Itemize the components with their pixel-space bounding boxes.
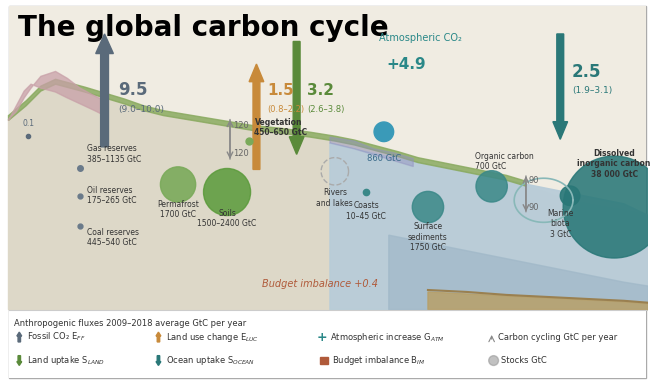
Text: 120: 120 [233,121,249,130]
Circle shape [560,186,580,205]
Text: (1.9–3.1): (1.9–3.1) [572,86,612,95]
Circle shape [160,167,196,202]
Text: Fossil CO₂ E$_{FF}$: Fossil CO₂ E$_{FF}$ [27,331,86,343]
Circle shape [476,170,508,202]
Text: 0.1: 0.1 [22,119,34,128]
Text: The global carbon cycle: The global carbon cycle [18,14,389,41]
Text: 860 GtC: 860 GtC [367,154,401,163]
Text: Ocean uptake S$_{OCEAN}$: Ocean uptake S$_{OCEAN}$ [166,354,255,367]
Text: Anthropogenic fluxes 2009–2018 average GtC per year: Anthropogenic fluxes 2009–2018 average G… [14,319,247,328]
Text: (2.6–3.8): (2.6–3.8) [307,105,345,114]
FancyArrow shape [96,34,113,147]
Bar [9,310,646,378]
Text: Organic carbon
700 GtC: Organic carbon 700 GtC [475,152,534,171]
Text: Oil reserves
175–265 GtC: Oil reserves 175–265 GtC [87,186,136,205]
Text: 2.5: 2.5 [572,63,601,81]
Text: Atmospheric CO₂: Atmospheric CO₂ [379,33,462,43]
Text: Stocks GtC: Stocks GtC [502,356,547,365]
Text: Vegetation
450–650 GtC: Vegetation 450–650 GtC [255,118,308,137]
Circle shape [412,191,443,223]
Polygon shape [9,71,105,121]
Text: +4.9: +4.9 [387,57,426,72]
FancyArrow shape [156,356,161,366]
Text: Rivers
and lakes: Rivers and lakes [316,188,353,208]
Text: Budget imbalance B$_{IM}$: Budget imbalance B$_{IM}$ [332,354,425,367]
FancyArrow shape [156,332,161,342]
Text: Coal reserves
445–540 GtC: Coal reserves 445–540 GtC [87,228,139,247]
Text: Soils
1500–2400 GtC: Soils 1500–2400 GtC [197,209,257,228]
Text: 120: 120 [233,149,249,158]
FancyArrow shape [17,356,22,366]
Text: Permafrost
1700 GtC: Permafrost 1700 GtC [157,200,199,219]
Text: Coasts
10–45 GtC: Coasts 10–45 GtC [346,202,386,221]
Text: 90: 90 [529,203,539,212]
Text: Marine
biota
3 GtC: Marine biota 3 GtC [547,209,573,239]
Polygon shape [389,235,648,310]
Bar [320,357,328,364]
Text: Dissolved
inorganic carbon
38 000 GtC: Dissolved inorganic carbon 38 000 GtC [578,149,651,179]
Polygon shape [9,79,526,186]
Bar [9,6,646,310]
Text: 90: 90 [529,176,539,185]
Text: Land use change E$_{LUC}$: Land use change E$_{LUC}$ [166,331,259,344]
Text: (9.0–10.0): (9.0–10.0) [119,105,164,114]
Text: Budget imbalance +0.4: Budget imbalance +0.4 [262,279,378,289]
FancyArrow shape [553,34,568,139]
FancyArrow shape [17,332,22,342]
Circle shape [204,169,251,215]
Text: +: + [317,331,328,344]
Text: 3.2: 3.2 [307,83,335,98]
Text: Surface
sediments
1750 GtC: Surface sediments 1750 GtC [408,222,448,252]
Text: 1.5: 1.5 [267,83,294,98]
Text: 9.5: 9.5 [119,81,148,99]
FancyArrow shape [249,64,264,169]
FancyArrow shape [290,41,304,154]
Circle shape [489,356,498,366]
Circle shape [563,156,655,258]
Text: (0.8–2.2): (0.8–2.2) [267,105,305,114]
Polygon shape [428,292,648,310]
Text: Land uptake S$_{LAND}$: Land uptake S$_{LAND}$ [27,354,105,367]
Polygon shape [9,84,648,310]
Text: Carbon cycling GtC per year: Carbon cycling GtC per year [498,333,617,341]
Text: Atmospheric increase G$_{ATM}$: Atmospheric increase G$_{ATM}$ [330,331,445,344]
Polygon shape [330,143,648,310]
Polygon shape [330,137,413,167]
Text: Gas reserves
385–1135 GtC: Gas reserves 385–1135 GtC [87,144,141,164]
Circle shape [374,122,394,142]
